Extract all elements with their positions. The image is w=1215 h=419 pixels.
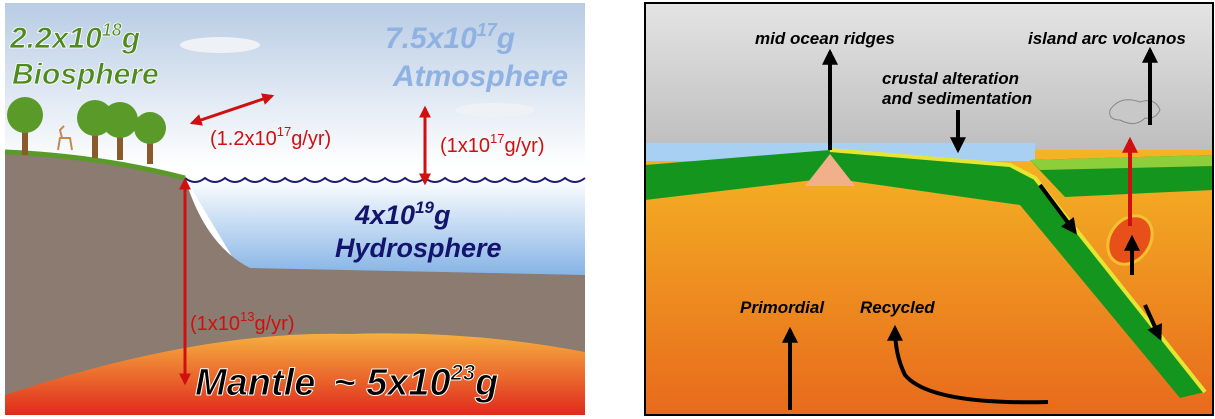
label: and sedimentation xyxy=(882,89,1032,108)
diagram: 2.2x1018g Biosphere 7.5x1017g Atmosphere… xyxy=(0,0,1215,419)
hydrosphere-label: Hydrosphere xyxy=(335,233,502,263)
biosphere-label: Biosphere xyxy=(12,58,159,91)
cloud xyxy=(180,37,260,53)
label: island arc volcanos xyxy=(1028,29,1186,48)
label: Recycled xyxy=(860,298,935,317)
flux-label: (1.2x1017g/yr) xyxy=(210,124,331,150)
cloud xyxy=(455,103,535,117)
hydrosphere-mass: 4x1019g xyxy=(354,198,451,230)
label: mid ocean ridges xyxy=(755,29,895,48)
label: crustal alteration xyxy=(882,69,1019,88)
label: Primordial xyxy=(740,298,825,317)
atmosphere-label: Atmosphere xyxy=(392,60,568,93)
right-panel: mid ocean ridges island arc volcanos cru… xyxy=(645,3,1213,415)
left-panel: 2.2x1018g Biosphere 7.5x1017g Atmosphere… xyxy=(5,3,585,415)
